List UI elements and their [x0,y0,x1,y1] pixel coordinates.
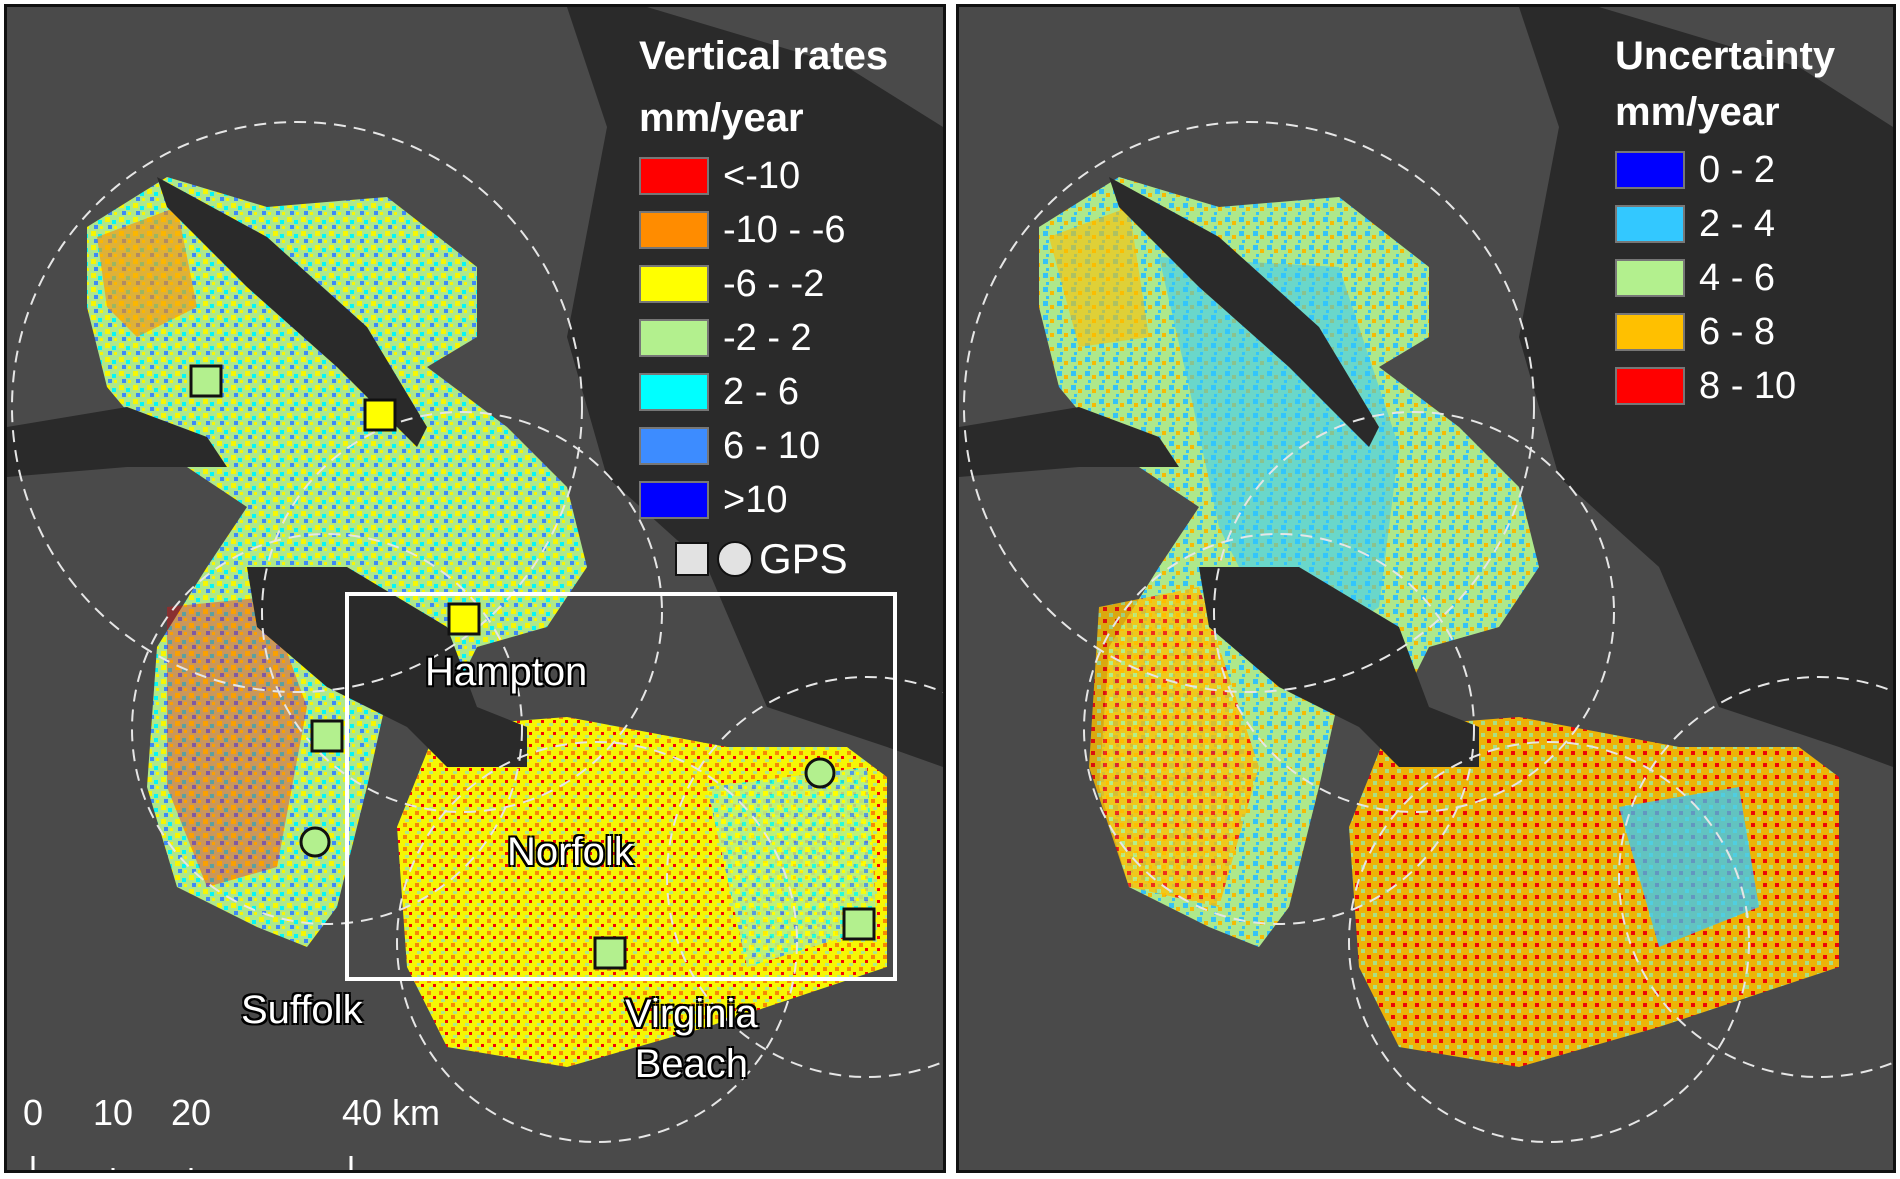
vertical-rate-legend-label: >10 [723,478,788,521]
uncertainty-legend-label: 4 - 6 [1699,256,1776,299]
vertical-rate-legend-item: -2 - 2 [639,311,888,365]
vertical-rate-legend-label: 2 - 6 [723,370,800,413]
gps-station-circle [804,757,836,789]
uncertainty-legend-swatch [1615,259,1685,297]
uncertainty-legend: Uncertainty mm/year 0 - 2 2 - 4 4 - 6 6 - 8… [1615,25,1835,413]
gps-station-circle [299,826,331,858]
uncertainty-map: Uncertainty mm/year 0 - 2 2 - 4 4 - 6 6 - 8… [956,4,1896,1173]
scale-tick-10: 10 [92,1092,134,1133]
uncertainty-legend-item: 8 - 10 [1615,359,1835,413]
vertical-rate-legend-label: -10 - -6 [723,208,846,251]
uncertainty-legend-item: 6 - 8 [1615,305,1835,359]
uncertainty-legend-swatch [1615,367,1685,405]
legend-unit: mm/year [1615,90,1780,134]
vertical-rate-legend-label: -6 - -2 [723,262,825,305]
uncertainty-legend-item: 2 - 4 [1615,197,1835,251]
legend-title: Vertical rates [639,34,889,78]
uncertainty-legend-item: 0 - 2 [1615,143,1835,197]
vertical-rate-legend-swatch [639,427,709,465]
legend-unit: mm/year [639,96,804,140]
vertical-rate-legend-swatch [639,373,709,411]
gps-stations-layer [189,364,876,970]
vertical-rate-legend-swatch [639,211,709,249]
vertical-rate-legend-label: 6 - 10 [723,424,821,467]
vertical-rate-legend-item: <-10 [639,149,888,203]
uncertainty-legend-swatch [1615,205,1685,243]
uncertainty-legend-label: 6 - 8 [1699,310,1776,353]
vertical-rate-legend-label: -2 - 2 [723,316,812,359]
gps-legend: GPS [675,535,848,583]
vertical-rate-legend-item: -10 - -6 [639,203,888,257]
gps-station-square [363,398,397,432]
scale-tick-0: 0 [22,1092,44,1133]
map-base-right [959,7,1893,1170]
vertical-rate-legend-item: 6 - 10 [639,419,888,473]
uncertainty-legend-swatch [1615,151,1685,189]
city-label-hampton: Hampton [425,650,588,694]
vertical-rate-legend-item: >10 [639,473,888,527]
gps-circle-symbol [717,541,753,577]
legend-title: Uncertainty [1615,34,1836,78]
uncertainty-legend-item: 4 - 6 [1615,251,1835,305]
vertical-rate-legend-item: -6 - -2 [639,257,888,311]
vertical-rates-map: Vertical rates mm/year <-10 -10 - -6 -6 - … [4,4,946,1173]
vertical-rate-legend-item: 2 - 6 [639,365,888,419]
vertical-rate-legend-swatch [639,265,709,303]
scale-tick-20: 20 [170,1092,212,1133]
uncertainty-legend-swatch [1615,313,1685,351]
city-label-virginia: Virginia [625,992,758,1036]
gps-station-square [447,602,481,636]
vertical-rate-legend-swatch [639,157,709,195]
uncertainty-legend-label: 2 - 4 [1699,202,1776,245]
scale-bar-line [31,1156,353,1170]
city-label-suffolk: Suffolk [241,988,363,1032]
scale-tick-40: 40 km [341,1092,441,1133]
gps-station-square [842,907,876,941]
vertical-rate-legend-swatch [639,481,709,519]
gps-station-square [310,719,344,753]
gps-station-square [593,936,627,970]
vertical-rates-legend: Vertical rates mm/year <-10 -10 - -6 -6 - … [639,25,888,527]
vertical-rate-legend-swatch [639,319,709,357]
city-label-virginia-beach: Virginia Beach [625,989,758,1089]
uncertainty-legend-label: 0 - 2 [1699,148,1776,191]
city-label-norfolk: Norfolk [507,830,634,874]
uncertainty-legend-label: 8 - 10 [1699,364,1797,407]
city-label-beach: Beach [634,1042,749,1086]
gps-station-square [189,364,223,398]
gps-square-symbol [675,542,709,576]
gps-label: GPS [759,535,848,582]
study-area-box [345,592,897,981]
vertical-rate-legend-label: <-10 [723,154,801,197]
